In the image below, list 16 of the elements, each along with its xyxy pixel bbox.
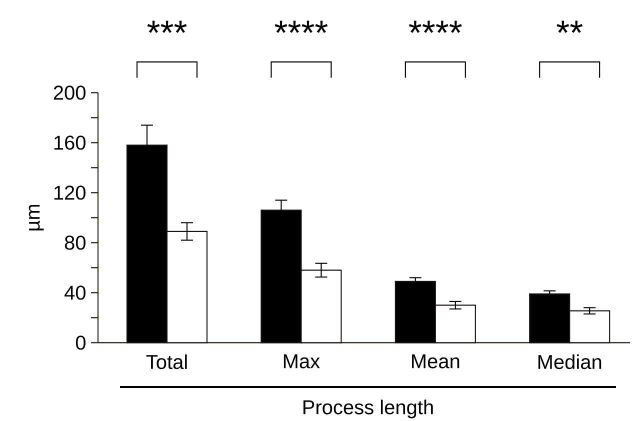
y-tick-label: 120 [54,186,86,200]
x-tick-label: Max [284,354,320,368]
text: *** [147,20,187,33]
y-tick-label: 160 [54,136,86,150]
text: ** [556,20,583,33]
y-tick-label: 200 [54,86,86,100]
y-tick-label: 40 [64,286,86,300]
text: **** [274,20,328,33]
x-tick-label: Mean [412,354,460,368]
x-tick-label: Total [146,354,187,370]
y-axis-title: µm [28,204,44,230]
x-tick-label: Median [538,354,602,370]
y-tick-label: 0 [76,336,86,350]
text: **** [408,20,462,33]
x-axis-title: Process length [303,400,433,418]
y-tick-label: 80 [64,236,86,250]
